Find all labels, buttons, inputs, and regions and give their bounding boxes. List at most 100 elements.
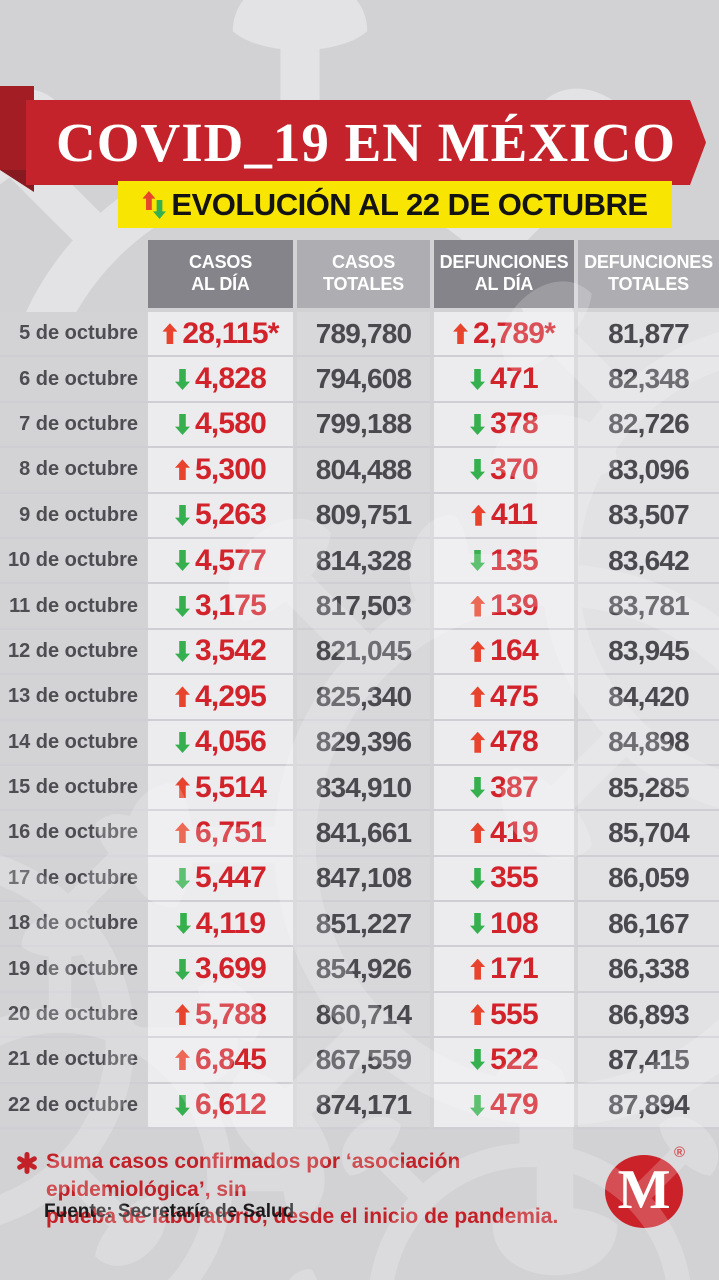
casos-totales-cell: 799,188 — [293, 402, 430, 449]
defunciones-dia-cell: 479 — [430, 1083, 574, 1130]
defunciones-dia-cell: 471 — [430, 357, 574, 403]
defunciones-dia-arrow — [470, 550, 485, 571]
casos-dia-value: 3,699 — [194, 952, 267, 986]
defunciones-totales-cell: 83,096 — [574, 448, 719, 494]
header-line: DEFUNCIONES — [439, 252, 569, 273]
defunciones-dia-value: 355 — [490, 861, 538, 895]
casos-dia-value: 5,788 — [194, 997, 267, 1031]
date-label: 12 de octubre — [0, 629, 148, 676]
casos-dia-arrow — [175, 550, 190, 571]
casos-totales-cell: 851,227 — [293, 902, 430, 948]
trend-arrows — [142, 191, 166, 214]
down-arrow-icon — [153, 200, 166, 219]
defunciones-dia-value: 471 — [490, 362, 538, 396]
casos-dia-cell: 5,447 — [148, 856, 293, 903]
defunciones-dia-value: 479 — [490, 1088, 538, 1122]
date-label: 19 de octubre — [0, 947, 148, 993]
table-body: 5 de octubre 28,115* 789,780 2,789* 81,8… — [0, 312, 719, 1130]
defunciones-totales-value: 82,726 — [608, 408, 690, 440]
defunciones-totales-value: 83,642 — [608, 544, 690, 576]
defunciones-dia-arrow — [470, 640, 486, 662]
casos-dia-value: 6,751 — [194, 815, 267, 849]
casos-dia-cell: 28,115* — [148, 312, 293, 358]
table-row: 13 de octubre 4,295 825,340 475 84,420 — [0, 675, 719, 721]
casos-dia-value: 4,577 — [194, 543, 267, 577]
date-label: 11 de octubre — [0, 584, 148, 630]
table-row: 16 de octubre 6,751 841,661 419 85,704 — [0, 811, 719, 857]
registered-mark: ® — [674, 1144, 686, 1161]
table-row: 22 de octubre 6,612 874,171 479 87,894 — [0, 1083, 719, 1130]
table-row: 10 de octubre 4,577 814,328 135 83,642 — [0, 538, 719, 585]
casos-dia-arrow — [175, 596, 190, 617]
table-row: 5 de octubre 28,115* 789,780 2,789* 81,8… — [0, 312, 719, 358]
defunciones-totales-cell: 83,781 — [574, 584, 719, 630]
casos-totales-cell: 789,780 — [293, 312, 430, 358]
casos-totales-value: 817,503 — [315, 590, 412, 622]
casos-dia-value: 3,175 — [194, 589, 267, 623]
header-defunciones-totales: DEFUNCIONES TOTALES — [574, 240, 719, 308]
page-title: COVID_19 EN MÉXICO — [56, 112, 676, 173]
title-ribbon: COVID_19 EN MÉXICO — [26, 100, 706, 185]
defunciones-dia-value: 555 — [490, 997, 538, 1031]
casos-dia-value: 6,612 — [194, 1088, 267, 1122]
casos-totales-value: 825,340 — [315, 680, 412, 712]
table-row: 8 de octubre 5,300 804,488 370 83,096 — [0, 448, 719, 494]
header-casos-al-dia: CASOS AL DÍA — [148, 240, 293, 308]
defunciones-totales-cell: 83,507 — [574, 493, 719, 539]
defunciones-dia-arrow — [471, 504, 486, 526]
defunciones-dia-value: 522 — [490, 1042, 538, 1076]
casos-totales-cell: 847,108 — [293, 856, 430, 903]
casos-dia-cell: 4,119 — [148, 902, 293, 948]
defunciones-totales-value: 85,704 — [608, 816, 690, 848]
casos-totales-value: 829,396 — [315, 726, 412, 758]
defunciones-totales-value: 84,420 — [608, 680, 690, 712]
defunciones-totales-cell: 82,726 — [574, 402, 719, 449]
table-row: 20 de octubre 5,788 860,714 555 86,893 — [0, 992, 719, 1039]
defunciones-dia-arrow — [470, 595, 486, 617]
casos-totales-value: 847,108 — [315, 862, 412, 894]
casos-totales-cell: 874,171 — [293, 1083, 430, 1130]
casos-dia-cell: 4,828 — [148, 357, 293, 403]
defunciones-dia-arrow — [470, 731, 486, 753]
casos-dia-arrow — [175, 369, 190, 390]
casos-dia-value: 6,845 — [194, 1042, 267, 1076]
casos-dia-cell: 6,612 — [148, 1083, 293, 1130]
casos-dia-value: 4,119 — [195, 906, 266, 940]
table-row: 17 de octubre 5,447 847,108 355 86,059 — [0, 856, 719, 903]
casos-totales-value: 851,227 — [315, 907, 412, 939]
defunciones-dia-arrow — [470, 686, 486, 708]
casos-totales-value: 789,780 — [315, 317, 412, 349]
table-row: 7 de octubre 4,580 799,188 378 82,726 — [0, 402, 719, 449]
defunciones-dia-cell: 139 — [430, 584, 574, 630]
casos-dia-arrow — [175, 414, 190, 435]
defunciones-dia-value: 378 — [490, 407, 538, 441]
defunciones-dia-value: 135 — [490, 543, 538, 577]
casos-totales-cell: 867,559 — [293, 1038, 430, 1084]
defunciones-dia-cell: 478 — [430, 720, 574, 766]
defunciones-totales-value: 87,894 — [608, 1089, 690, 1121]
casos-totales-value: 834,910 — [315, 771, 412, 803]
footnote-line: Suma casos confirmados por ‘asociación e… — [46, 1150, 461, 1201]
defunciones-dia-cell: 387 — [430, 765, 574, 812]
defunciones-dia-value: 171 — [490, 952, 538, 986]
defunciones-totales-cell: 81,877 — [574, 312, 719, 358]
defunciones-dia-value: 387 — [490, 770, 538, 804]
casos-dia-value: 28,115* — [182, 316, 279, 350]
table-row: 15 de octubre 5,514 834,910 387 85,285 — [0, 765, 719, 812]
defunciones-totales-cell: 85,285 — [574, 765, 719, 812]
casos-dia-cell: 3,542 — [148, 629, 293, 676]
casos-dia-cell: 4,577 — [148, 538, 293, 585]
table-row: 18 de octubre 4,119 851,227 108 86,167 — [0, 902, 719, 948]
casos-totales-value: 794,608 — [315, 363, 412, 395]
logo-letter: M — [617, 1158, 671, 1221]
table-row: 19 de octubre 3,699 854,926 171 86,338 — [0, 947, 719, 993]
header-casos-totales: CASOS TOTALES — [293, 240, 430, 308]
casos-dia-arrow — [175, 868, 190, 889]
casos-dia-arrow — [162, 323, 178, 345]
defunciones-totales-value: 84,898 — [608, 726, 690, 758]
header-line: TOTALES — [608, 274, 689, 294]
defunciones-dia-value: 475 — [490, 679, 538, 713]
defunciones-dia-arrow — [470, 1004, 486, 1026]
asterisk-icon — [17, 1152, 37, 1174]
defunciones-totales-value: 87,415 — [608, 1043, 690, 1075]
